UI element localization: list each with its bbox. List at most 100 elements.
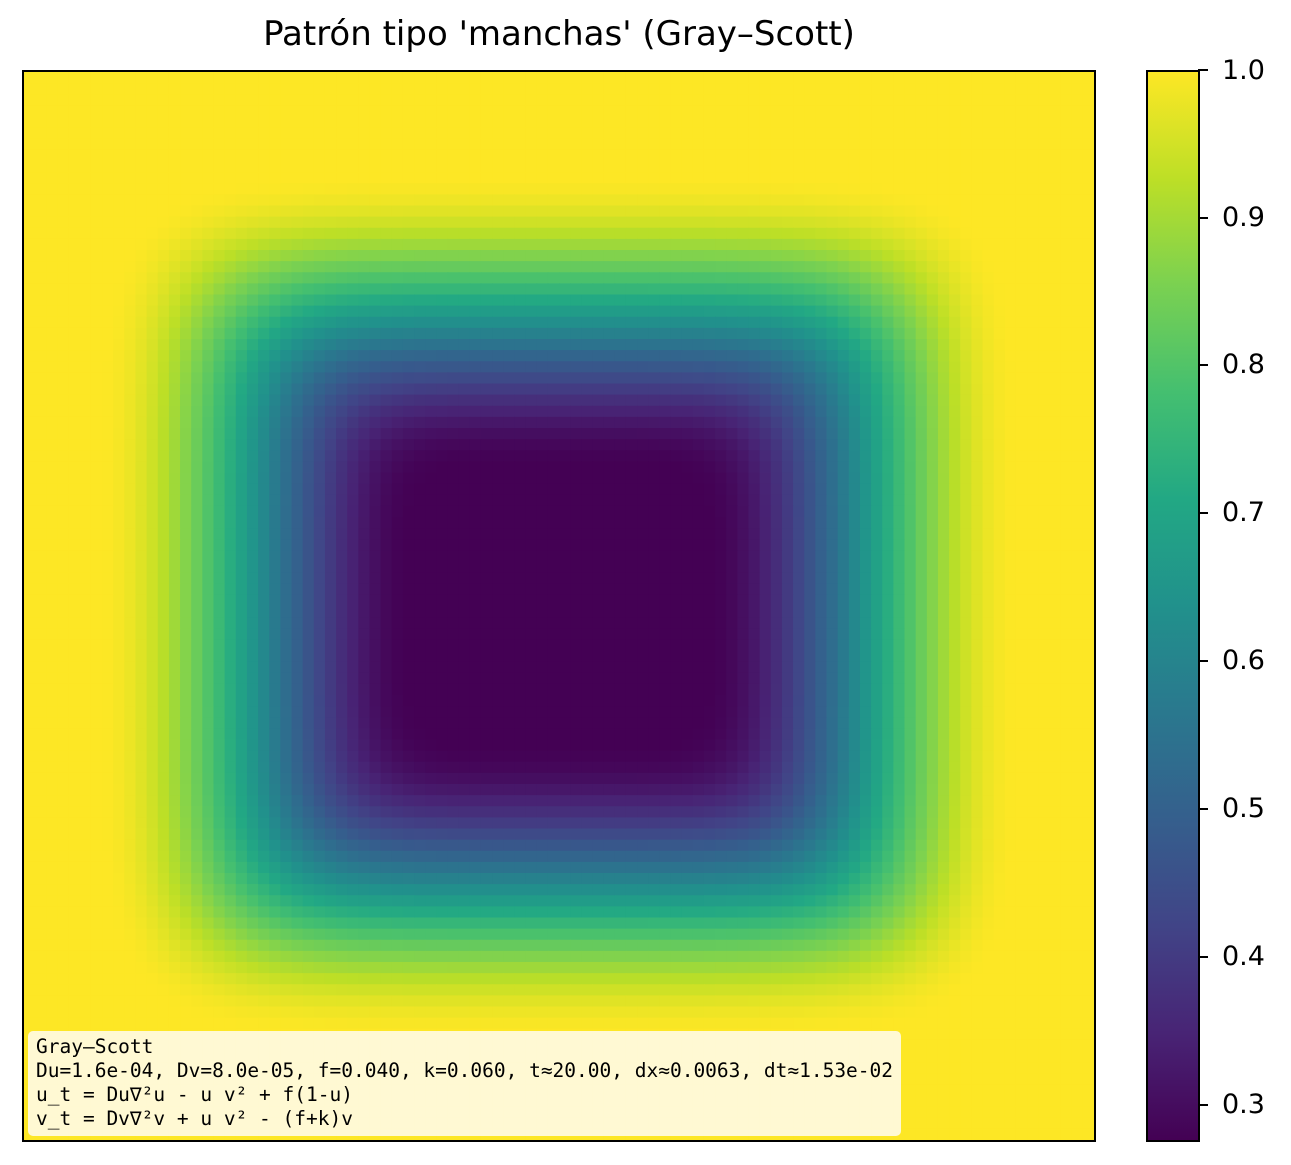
heatmap-cell (514, 194, 527, 207)
heatmap-cell (536, 572, 549, 585)
heatmap-cell (893, 361, 906, 373)
heatmap-cell (135, 83, 148, 95)
heatmap-cell (603, 172, 616, 184)
heatmap-cell (113, 105, 125, 118)
heatmap-cell (703, 539, 716, 551)
heatmap-cell (559, 483, 571, 496)
heatmap-cell (492, 194, 504, 207)
heatmap-cell (336, 628, 348, 640)
heatmap-cell (302, 628, 315, 640)
heatmap-cell (681, 494, 694, 507)
heatmap-cell (1038, 461, 1051, 474)
heatmap-cell (358, 305, 371, 318)
heatmap-cell (302, 272, 315, 284)
heatmap-cell (614, 149, 627, 162)
heatmap-cell (358, 72, 371, 84)
heatmap-cell (659, 149, 672, 162)
heatmap-cell (135, 583, 148, 596)
heatmap-cell (180, 483, 192, 496)
heatmap-cell (625, 505, 638, 518)
heatmap-cell (904, 416, 917, 429)
heatmap-cell (781, 539, 794, 551)
heatmap-cell (759, 339, 772, 351)
heatmap-cell (648, 439, 660, 451)
heatmap-cell (1015, 617, 1028, 629)
heatmap-cell (1060, 283, 1073, 296)
heatmap-cell (514, 238, 527, 251)
heatmap-cell (336, 517, 348, 529)
heatmap-cell (603, 517, 616, 529)
heatmap-cell (804, 194, 816, 207)
heatmap-cell (480, 494, 493, 507)
heatmap-cell (1060, 383, 1073, 396)
heatmap-cell (581, 294, 594, 307)
heatmap-cell (380, 72, 393, 84)
heatmap-cell (804, 261, 816, 273)
heatmap-cell (235, 628, 248, 640)
heatmap-cell (815, 383, 828, 396)
heatmap-cell (191, 216, 203, 229)
heatmap-cell (960, 105, 972, 118)
heatmap-cell (960, 250, 972, 262)
heatmap-cell (993, 283, 1006, 296)
heatmap-cell (157, 138, 170, 151)
heatmap-cell (882, 494, 894, 507)
heatmap-cell (1071, 583, 1084, 596)
heatmap-cell (135, 450, 148, 462)
heatmap-cell (124, 505, 137, 518)
heatmap-cell (748, 350, 761, 362)
heatmap-cell (380, 216, 393, 229)
heatmap-cell (347, 628, 359, 640)
heatmap-cell (302, 428, 315, 440)
heatmap-cell (681, 483, 694, 496)
heatmap-cell (235, 550, 248, 563)
heatmap-cell (536, 483, 549, 496)
heatmap-cell (648, 517, 660, 529)
heatmap-cell (57, 572, 70, 585)
heatmap-cell (592, 639, 605, 652)
heatmap-cell (915, 583, 928, 596)
heatmap-cell (982, 483, 995, 496)
heatmap-cell (224, 238, 237, 251)
heatmap-cell (614, 594, 627, 607)
heatmap-cell (1082, 116, 1094, 129)
heatmap-cell (581, 161, 594, 173)
heatmap-cell (993, 138, 1006, 151)
heatmap-cell (904, 494, 917, 507)
heatmap-cell (937, 383, 950, 396)
heatmap-cell (514, 83, 527, 95)
heatmap-cell (246, 472, 259, 485)
heatmap-cell (670, 294, 683, 307)
heatmap-cell (525, 383, 538, 396)
heatmap-cell (102, 283, 114, 296)
heatmap-cell (358, 450, 371, 462)
heatmap-cell (436, 439, 449, 451)
heatmap-cell (893, 350, 906, 362)
heatmap-cell (915, 194, 928, 207)
heatmap-cell (213, 606, 226, 618)
heatmap-cell (837, 149, 850, 162)
heatmap-cell (536, 361, 549, 373)
heatmap-cell (570, 238, 582, 251)
heatmap-cell (280, 161, 293, 173)
heatmap-cell (1060, 261, 1073, 273)
heatmap-cell (102, 149, 114, 162)
heatmap-cell (926, 594, 939, 607)
heatmap-cell (124, 628, 137, 640)
heatmap-cell (748, 283, 761, 296)
heatmap-cell (781, 83, 794, 95)
heatmap-cell (425, 327, 437, 340)
heatmap-cell (815, 216, 828, 229)
heatmap-cell (759, 116, 772, 129)
heatmap-cell (269, 416, 281, 429)
heatmap-cell (191, 483, 203, 496)
heatmap-cell (79, 505, 92, 518)
heatmap-cell (536, 416, 549, 429)
heatmap-cell (926, 528, 939, 540)
heatmap-cell (703, 250, 716, 262)
heatmap-cell (313, 138, 326, 151)
heatmap-cell (358, 550, 371, 563)
heatmap-cell (90, 72, 103, 84)
heatmap-cell (726, 161, 738, 173)
heatmap-cell (246, 205, 259, 218)
